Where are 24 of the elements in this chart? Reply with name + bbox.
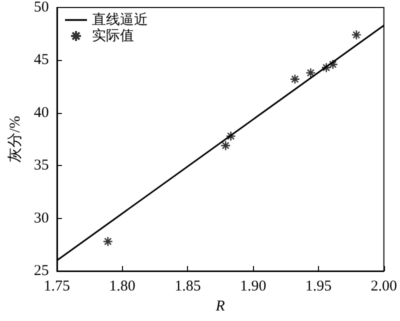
point <box>328 59 338 70</box>
y-tick-label: 35 <box>34 158 49 174</box>
x-tick-label: 1.85 <box>174 278 201 294</box>
legend-label: 实际值 <box>92 28 134 44</box>
point <box>102 236 114 247</box>
y-tick-label: 30 <box>34 210 49 226</box>
point <box>290 74 300 84</box>
point <box>321 62 332 73</box>
x-tick-label: 1.90 <box>240 278 266 294</box>
x-tick-label: 1.75 <box>44 278 70 294</box>
point <box>220 140 231 151</box>
y-tick-label: 45 <box>34 52 49 68</box>
y-tick-label: 25 <box>34 263 49 279</box>
legend-label: 直线逼近 <box>92 12 148 28</box>
point <box>226 130 236 142</box>
x-axis-title: R <box>214 298 225 314</box>
x-tick-label: 2.00 <box>370 278 397 294</box>
y-tick-label: 40 <box>34 104 49 121</box>
x-tick-label: 1.95 <box>305 278 332 294</box>
y-tick-label: 50 <box>34 0 49 16</box>
y-axis-title: 灰分/% <box>6 116 24 163</box>
point <box>305 68 316 78</box>
point <box>351 30 362 40</box>
x-tick-label: 1.80 <box>109 278 136 294</box>
